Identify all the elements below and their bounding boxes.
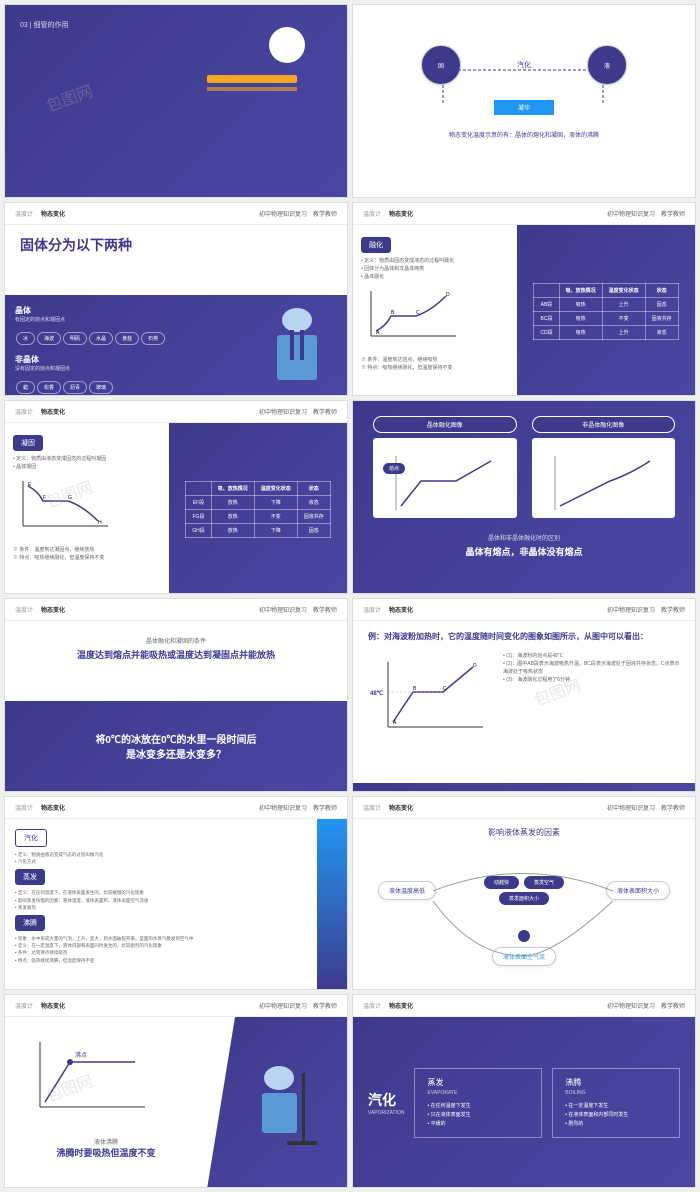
slide-4: 温度计物态变化初中物理知识复习教学教师 融化 • 定义：物质由固态变成液态的过程… bbox=[352, 202, 696, 396]
svg-text:A: A bbox=[393, 720, 397, 726]
svg-text:B: B bbox=[413, 686, 417, 692]
freezing-chart: EF GH bbox=[13, 476, 113, 536]
svg-text:A: A bbox=[376, 330, 380, 336]
gear-icon bbox=[514, 926, 534, 946]
slide-9: 温度计物态变化初中物理知识复习教学教师 汽化 • 定义：物质由液态变成气态的过程… bbox=[4, 796, 348, 990]
svg-text:D: D bbox=[473, 663, 477, 669]
boiling-chart: 沸点 bbox=[20, 1032, 150, 1122]
slide-6: 晶体融化图像 熔点 非晶体融化图像 晶体和非晶体融化时的区别 晶体有熔点，非晶体… bbox=[352, 400, 696, 594]
slide-10: 温度计物态变化初中物理知识复习教学教师 影响液体蒸发的因素 液体温度高低 液体表… bbox=[352, 796, 696, 990]
slide-3: 温度计物态变化初中物理知识复习教学教师 固体分为以下两种 晶体 有固定的熔点和凝… bbox=[4, 202, 348, 396]
svg-text:H: H bbox=[98, 520, 102, 526]
slide-12: 温度计物态变化初中物理知识复习教学教师 汽化 VAPORIZATION 蒸发 E… bbox=[352, 994, 696, 1188]
beaker-icon bbox=[262, 305, 332, 385]
factor-node: 液体表面空气流 bbox=[492, 947, 556, 966]
svg-text:B: B bbox=[391, 310, 395, 316]
svg-text:F: F bbox=[43, 495, 46, 501]
example-chart: 48℃ A B C D bbox=[368, 652, 488, 742]
slide-11: 温度计物态变化初中物理知识复习教学教师 沸点 液体沸腾 沸腾时要吸热但温度不变 … bbox=[4, 994, 348, 1188]
beaker-stand-icon bbox=[237, 1053, 317, 1153]
svg-text:C: C bbox=[443, 686, 447, 692]
factor-node: 液体温度高低 bbox=[378, 881, 436, 900]
slide-2: 固 汽化 液 凝华 物态变化温度示意的有：晶体的熔化和凝固，液体的沸腾 bbox=[352, 4, 696, 198]
slide-1: 03 | 细管的作用 包图网 bbox=[4, 4, 348, 198]
svg-text:48℃: 48℃ bbox=[370, 690, 384, 697]
factor-node: 液体表面积大小 bbox=[606, 881, 670, 900]
svg-text:沸点: 沸点 bbox=[75, 1051, 87, 1059]
slide-8: 温度计物态变化初中物理知识复习教学教师 例：对海波粉加热时，它的温度随时间变化的… bbox=[352, 598, 696, 792]
melting-chart: A B C D bbox=[361, 286, 461, 346]
svg-text:D: D bbox=[446, 292, 450, 298]
svg-text:G: G bbox=[68, 495, 72, 501]
thermometer-icon bbox=[197, 25, 317, 105]
slide-5: 温度计物态变化初中物理知识复习教学教师 凝固 • 定义：物质由液态变成固态的过程… bbox=[4, 400, 348, 594]
svg-text:C: C bbox=[416, 310, 420, 316]
slide-7: 温度计物态变化初中物理知识复习教学教师 晶体融化和凝固的条件 温度达到熔点并能吸… bbox=[4, 598, 348, 792]
